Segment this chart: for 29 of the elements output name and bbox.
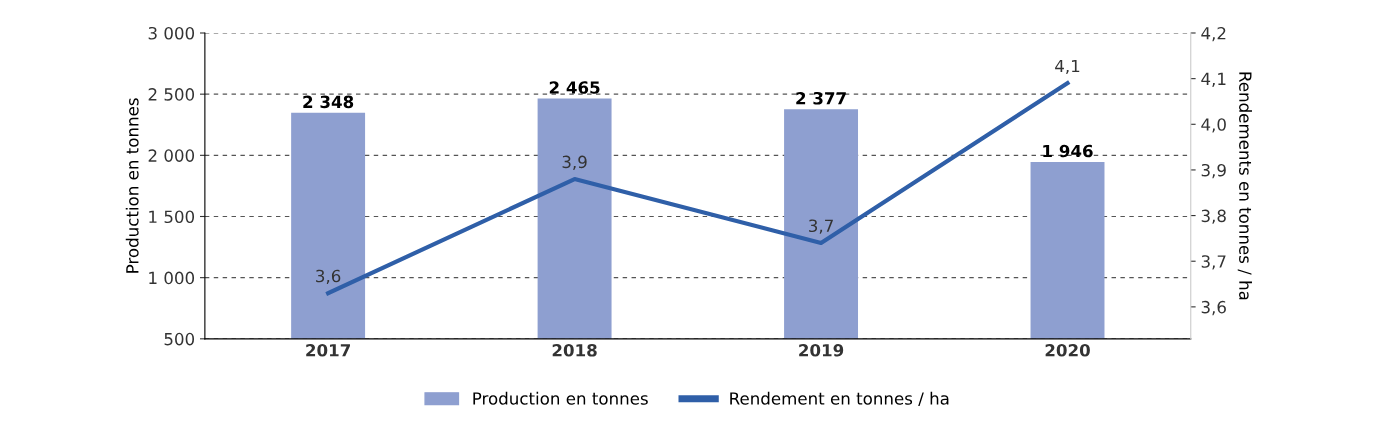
data-label: 2 377 <box>796 91 846 105</box>
legend-label: Rendement en tonnes / ha <box>730 391 949 407</box>
x-tick-label: 2019 <box>799 343 844 357</box>
y-tick-label: 1 000 <box>149 271 195 285</box>
data-label: 3,6 <box>316 269 341 284</box>
y-tick-label: 500 <box>164 332 195 346</box>
y2-tick-label: 3,8 <box>1201 209 1226 224</box>
data-label: 3,7 <box>809 219 833 234</box>
x-tick-label: 2020 <box>1045 343 1090 357</box>
data-label: 1 946 <box>1043 144 1093 158</box>
y2-axis-title: Rendements en tonnes / ha <box>1237 72 1252 300</box>
data-label: 2 465 <box>549 81 600 94</box>
y-tick-label: 2 000 <box>148 149 195 162</box>
data-label: 4,1 <box>1055 59 1080 75</box>
y2-tick-label: 4,2 <box>1201 26 1226 42</box>
y2-tick-label: 4,1 <box>1201 72 1226 87</box>
y-tick-label: 2 500 <box>148 88 195 101</box>
y-axis-title: Production en tonnes <box>125 98 139 273</box>
y2-tick-label: 3,6 <box>1201 300 1226 316</box>
data-label: 3,9 <box>562 155 587 170</box>
legend-label: Production en tonnes <box>473 391 648 405</box>
x-tick-label: 2017 <box>306 343 350 357</box>
x-tick-label: 2018 <box>552 343 597 357</box>
y-tick-label: 3 000 <box>148 26 195 40</box>
y2-tick-label: 4,0 <box>1201 118 1226 133</box>
data-label: 2 348 <box>303 95 354 109</box>
y2-tick-label: 3,7 <box>1201 255 1226 270</box>
y-tick-label: 1 500 <box>149 210 195 224</box>
y2-tick-label: 3,9 <box>1201 163 1226 179</box>
